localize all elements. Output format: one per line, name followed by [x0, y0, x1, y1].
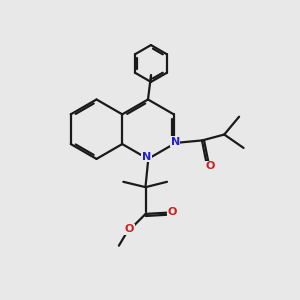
Text: O: O — [167, 207, 176, 217]
Text: O: O — [205, 161, 215, 171]
Text: O: O — [125, 224, 134, 234]
Text: N: N — [171, 137, 180, 147]
Text: N: N — [142, 152, 151, 161]
